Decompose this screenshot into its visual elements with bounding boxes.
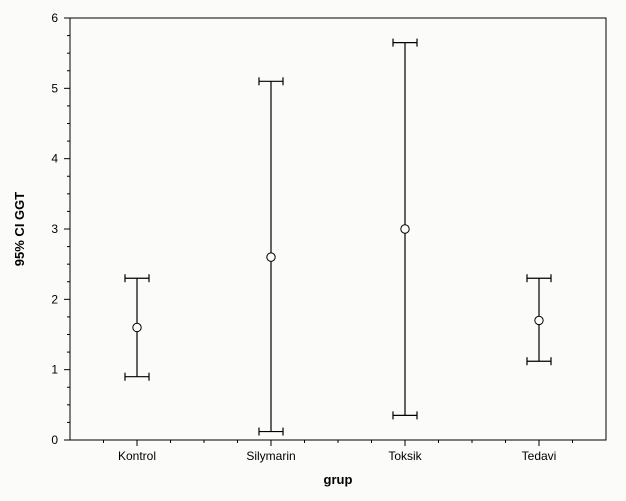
y-tick-label: 0 (51, 433, 58, 447)
y-tick-label: 5 (51, 81, 58, 95)
mean-marker (401, 225, 409, 233)
x-tick-label: Silymarin (246, 449, 295, 463)
y-tick-label: 6 (51, 11, 58, 25)
x-axis-title: grup (324, 472, 353, 487)
mean-marker (133, 323, 141, 331)
mean-marker (267, 253, 275, 261)
y-tick-label: 4 (51, 152, 58, 166)
plot-border (70, 18, 606, 440)
mean-marker (535, 316, 543, 324)
ci-errorbar-chart: 0 1 2 3 4 5 6 95% CI GGT Kontrol Silymarin Toksik T… (0, 0, 626, 501)
y-tick-label: 1 (51, 363, 58, 377)
x-tick-label: Kontrol (118, 449, 156, 463)
chart-svg: 0 1 2 3 4 5 6 95% CI GGT Kontrol Silymarin Toksik T… (0, 0, 626, 501)
y-axis-title: 95% CI GGT (12, 192, 27, 266)
x-tick-label: Tedavi (522, 449, 557, 463)
x-tick-label: Toksik (388, 449, 422, 463)
y-tick-label: 3 (51, 222, 58, 236)
y-tick-label: 2 (51, 292, 58, 306)
